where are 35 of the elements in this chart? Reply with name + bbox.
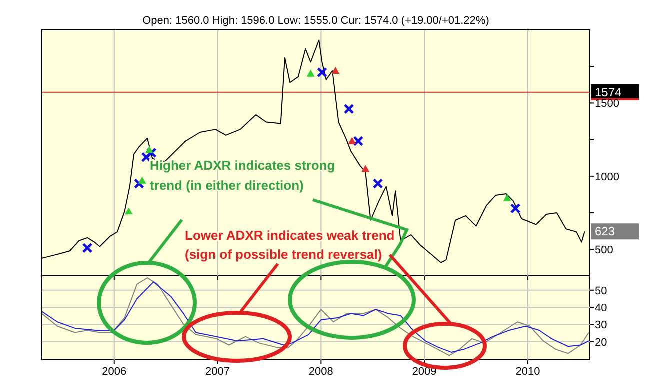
point [510, 203, 521, 214]
annotation: Lower ADXR indicates weak trend [185, 228, 395, 243]
point [362, 165, 370, 172]
y-tick-label: 500 [595, 244, 614, 257]
point [146, 148, 157, 158]
x-tick-label: 2010 [516, 366, 540, 378]
x-tick-label: 2008 [308, 366, 334, 378]
y-tick-label: 1500 [595, 98, 620, 110]
chart-subtitle: Open: 1560.0 High: 1596.0 Low: 1555.0 Cur: 1574.0 (+19.00/+01.22%) [142, 15, 490, 27]
x-tick-label: 2006 [102, 366, 127, 378]
ref-line-label: 1574 [595, 85, 622, 100]
point [332, 67, 340, 74]
y-tick-label: 30 [595, 320, 608, 332]
point [353, 136, 364, 147]
point [348, 137, 356, 144]
point [146, 146, 154, 154]
y-tick-label: 20 [595, 336, 608, 349]
y-tick-label: 40 [595, 302, 608, 315]
point [372, 178, 384, 189]
annotation: (sign of possible trend reversal) [185, 247, 382, 262]
y-tick-label: 50 [595, 285, 608, 298]
point [306, 70, 315, 77]
annotation: Higher ADXR indicates strong [150, 158, 336, 173]
text: 623 [595, 224, 616, 239]
annotation: trend (in either direction) [150, 178, 304, 193]
x-tick-label: 2007 [206, 366, 230, 378]
point [134, 178, 144, 189]
point [344, 104, 354, 114]
point [82, 242, 93, 254]
point [138, 176, 146, 184]
point [316, 67, 328, 78]
point [503, 194, 512, 202]
y-tick-label: 1000 [595, 171, 620, 184]
point [124, 208, 133, 215]
point [141, 152, 152, 163]
